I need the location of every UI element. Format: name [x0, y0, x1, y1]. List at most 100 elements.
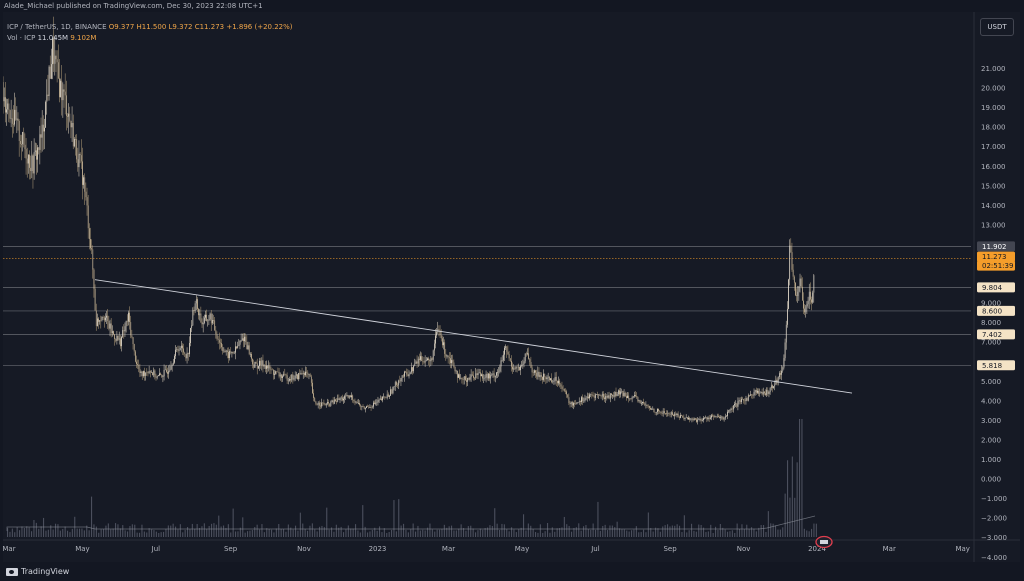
price-candle — [605, 393, 607, 404]
symbol-name[interactable]: ICP / TetherUS, 1D, BINANCE — [7, 23, 107, 31]
price-candle — [554, 372, 556, 385]
price-candle — [39, 125, 41, 165]
volume-bar — [395, 531, 397, 537]
volume-bar — [40, 526, 42, 537]
price-candle — [243, 333, 244, 348]
price-candle — [646, 404, 648, 409]
price-chart[interactable]: 21.000 20.000 19.000 18.000 17.000 16.000 15.0… — [0, 12, 1020, 564]
price-candle — [687, 417, 688, 420]
price-candle — [10, 99, 12, 128]
volume-bar — [813, 523, 815, 537]
price-candle — [689, 416, 691, 423]
price-candle — [348, 395, 350, 400]
volume-bar — [297, 530, 299, 537]
price-candle — [729, 409, 731, 414]
price-candle — [499, 364, 501, 374]
volume-bar — [218, 515, 220, 537]
price-candle — [15, 97, 17, 121]
chart-frame[interactable]: 21.000 20.000 19.000 18.000 17.000 16.000 15.0… — [0, 12, 1020, 564]
volume-bar — [367, 532, 369, 537]
price-candle — [470, 369, 472, 382]
volume-bar — [602, 525, 604, 537]
volume-bar — [475, 532, 477, 537]
price-candle — [17, 112, 19, 131]
price-candle — [785, 320, 787, 350]
price-candle — [339, 397, 341, 404]
price-candle — [555, 371, 557, 386]
price-candle — [461, 377, 463, 384]
price-candle — [463, 376, 465, 385]
price-candle — [47, 74, 49, 101]
volume-bar — [511, 527, 513, 537]
price-candle — [723, 416, 725, 422]
close-value: C11.273 — [194, 23, 225, 31]
price-candle — [414, 358, 416, 367]
price-candle — [22, 131, 24, 152]
price-candle — [80, 139, 82, 169]
volume-bar — [535, 532, 537, 537]
currency-selector[interactable]: USDT — [980, 18, 1014, 36]
volume-bar — [158, 532, 160, 537]
volume-bar — [424, 530, 426, 537]
y-tick-label: 7.000 — [981, 339, 1001, 347]
price-candle — [276, 371, 278, 375]
price-candle — [527, 348, 528, 356]
price-candle — [185, 353, 187, 362]
volume-bar — [98, 532, 100, 537]
volume-bar — [237, 531, 239, 537]
volume-bar — [587, 529, 589, 537]
volume-bar — [710, 524, 712, 537]
volume-bar — [71, 528, 73, 537]
price-candle — [154, 369, 156, 380]
price-candle — [385, 396, 387, 399]
price-label-box — [977, 360, 1015, 371]
volume-bar — [434, 531, 436, 537]
price-candle — [89, 223, 90, 250]
price-candle — [310, 374, 312, 387]
descending-trendline — [94, 279, 853, 394]
price-candle — [807, 296, 809, 309]
volume-bar — [491, 525, 493, 537]
volume-label[interactable]: Vol · ICP — [7, 34, 36, 42]
volume-bar — [314, 529, 316, 537]
price-candle — [695, 417, 696, 421]
x-tick-label: Sep — [224, 545, 238, 553]
price-candle — [780, 370, 781, 380]
volume-bar — [107, 523, 109, 537]
price-candle — [261, 357, 263, 371]
price-candle — [693, 417, 695, 421]
price-candle — [600, 394, 602, 399]
price-candle — [233, 351, 235, 355]
volume-bar — [319, 526, 321, 537]
price-candle — [437, 321, 439, 334]
price-candle — [622, 390, 624, 399]
price-candle — [149, 370, 151, 378]
volume-bar — [374, 527, 376, 537]
price-candle — [795, 282, 796, 297]
price-candle — [796, 288, 797, 302]
price-candle — [374, 400, 375, 405]
tradingview-brand[interactable]: TradingView — [6, 567, 69, 576]
price-candle — [621, 388, 623, 394]
price-candle — [169, 364, 171, 373]
price-candle — [275, 370, 277, 375]
price-candle — [324, 403, 326, 406]
volume-bar — [343, 532, 345, 537]
price-candle — [812, 290, 814, 304]
price-candle — [71, 106, 73, 142]
price-candle — [808, 283, 810, 310]
price-candle — [593, 392, 595, 402]
volume-bar — [220, 526, 222, 537]
price-candle — [83, 175, 84, 189]
price-candle — [388, 392, 389, 398]
price-candle — [810, 282, 811, 305]
price-candle — [386, 390, 388, 400]
price-candle — [85, 182, 87, 201]
volume-bar — [100, 529, 102, 537]
price-candle — [259, 357, 260, 371]
volume-bar — [69, 532, 71, 537]
volume-bar — [170, 525, 172, 537]
volume-bar — [47, 529, 49, 537]
y-tick-label: 2.000 — [981, 436, 1001, 444]
price-candle — [790, 238, 792, 253]
